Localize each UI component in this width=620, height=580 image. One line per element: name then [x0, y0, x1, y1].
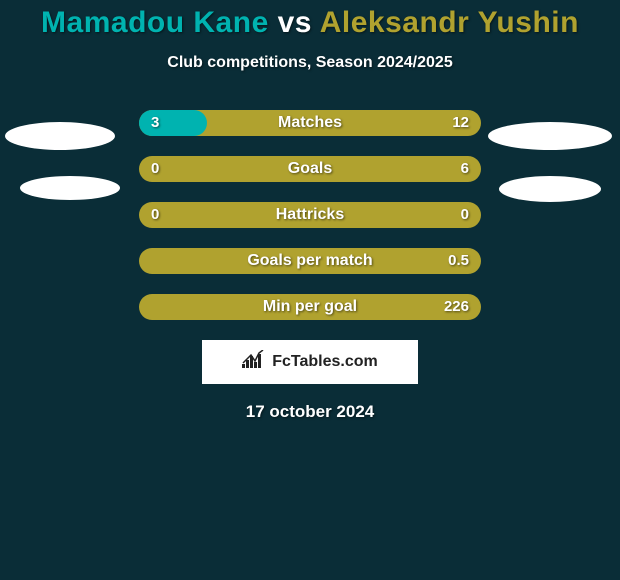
stat-row: 226Min per goal [139, 294, 481, 320]
comparison-infographic: Mamadou Kane vs Aleksandr Yushin Club co… [0, 0, 620, 580]
decorative-ellipse [488, 122, 612, 150]
stat-label: Min per goal [139, 294, 481, 320]
subtitle: Club competitions, Season 2024/2025 [0, 54, 620, 72]
stat-label: Matches [139, 110, 481, 136]
decorative-ellipse [499, 176, 601, 202]
stat-row: 0.5Goals per match [139, 248, 481, 274]
page-title: Mamadou Kane vs Aleksandr Yushin [0, 0, 620, 40]
decorative-ellipse [20, 176, 120, 200]
title-player1: Mamadou Kane [41, 6, 269, 39]
stat-row: 312Matches [139, 110, 481, 136]
bar-chart-icon [242, 350, 266, 375]
stat-label: Hattricks [139, 202, 481, 228]
decorative-ellipse [5, 122, 115, 150]
title-separator: vs [278, 6, 312, 39]
stat-label: Goals per match [139, 248, 481, 274]
stat-row: 00Hattricks [139, 202, 481, 228]
logo-box: FcTables.com [202, 340, 418, 384]
logo-text: FcTables.com [272, 353, 378, 371]
title-player2: Aleksandr Yushin [320, 6, 579, 39]
stat-label: Goals [139, 156, 481, 182]
logo: FcTables.com [242, 350, 378, 375]
date-label: 17 october 2024 [0, 402, 620, 422]
stat-row: 06Goals [139, 156, 481, 182]
